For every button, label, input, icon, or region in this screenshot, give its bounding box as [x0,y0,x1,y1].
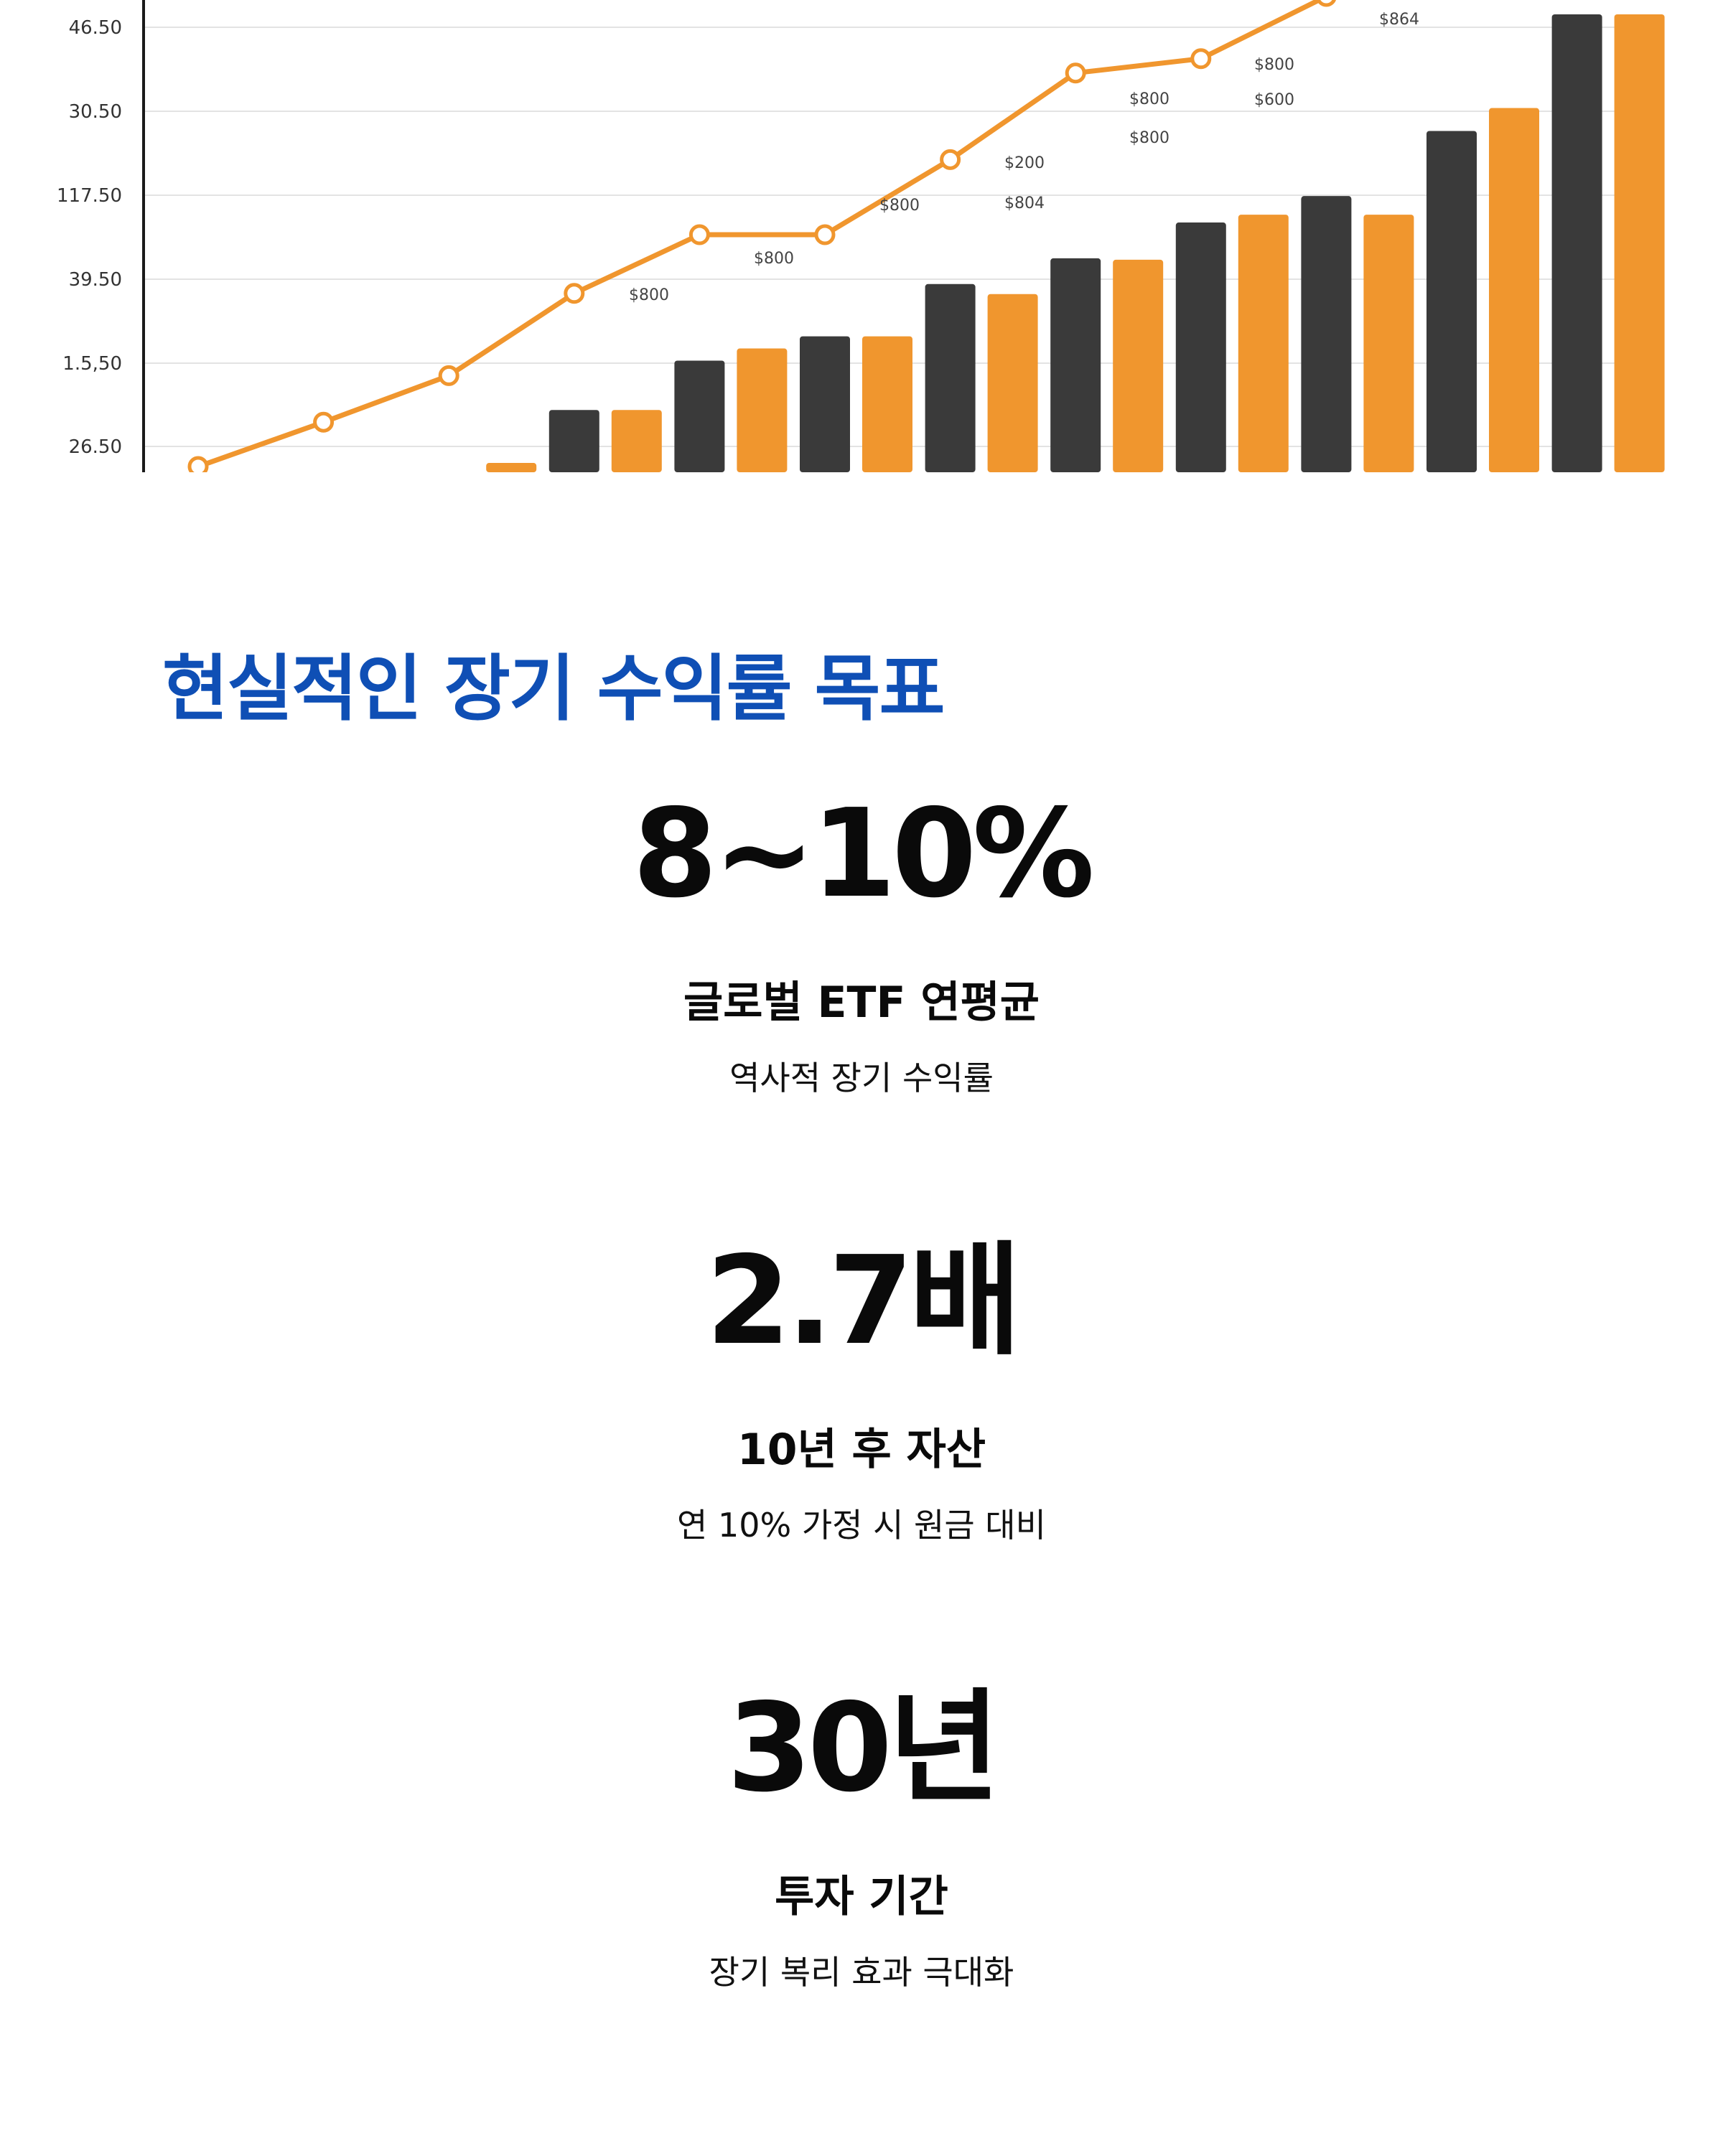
data-label: $800 [629,286,669,304]
data-label: $600 [1254,91,1294,109]
bar-orange [737,348,788,472]
y-tick-label: 26.50 [69,436,122,458]
bar-orange [862,336,912,472]
bar-dark [1301,196,1352,472]
line-point [1316,0,1337,7]
stat-block-period: 30년 투자 기간 장기 복리 효과 극대화 [0,1687,1723,1989]
bar-orange [486,463,537,472]
stat-value: 30년 [727,1677,1001,1819]
bar-dark [1551,14,1602,472]
bar-dark [925,283,976,472]
line-point [688,224,710,245]
y-tick-label: 46.50 [69,17,122,39]
bar-orange [1614,14,1665,472]
line-point [940,149,961,170]
line-point [1065,62,1086,84]
bar-dark [1175,222,1226,472]
stat-description: 연 10% 가정 시 원금 대비 [677,1506,1046,1545]
stat-label: 10년 후 자산 [737,1425,986,1475]
stat-label: 투자 기간 [775,1872,948,1922]
line-point [564,283,585,304]
line-point [814,224,836,245]
bar-orange [1113,259,1164,472]
data-label: $804 [1004,194,1045,212]
bar-orange [1363,215,1414,472]
data-label: $800 [754,250,794,268]
data-label: $800 [879,197,920,215]
y-tick-label: 39.50 [69,269,122,291]
data-label: $864 [1379,11,1419,29]
bar-dark [674,360,725,472]
bar-line-chart: 46.50 30.50 117.50 39.50 1.5,50 26.50 $800 $800… [57,0,1665,472]
stat-value: 2.7배 [706,1230,1022,1372]
page-title: 현실적인 장기 수익률 목표 [162,647,945,731]
chart-section: 46.50 30.50 117.50 39.50 1.5,50 26.50 $800 $800… [0,0,1723,472]
data-label: $800 [1129,129,1169,147]
data-label: $200 [1004,154,1045,172]
stat-description: 역사적 장기 수익률 [729,1059,994,1097]
bar-orange [611,410,662,472]
line-series [197,0,1325,469]
bar-orange [1238,215,1289,472]
line-point [187,456,209,472]
line-point [438,365,459,386]
bar-dark [1050,258,1101,472]
bar-orange [987,294,1038,472]
line-point [313,411,335,433]
bar-dark [800,336,850,472]
y-tick-label: 1.5,50 [62,353,122,375]
data-label: $800 [1129,90,1169,108]
stat-description: 장기 복리 효과 극대화 [709,1953,1014,1992]
bar-dark [548,410,599,472]
y-tick-label: 30.50 [69,101,122,123]
stat-value: 8~10% [632,783,1095,925]
stat-label: 글로벌 ETF 연평균 [683,978,1040,1028]
bar-dark [1427,131,1477,472]
bar-orange [1489,108,1539,472]
stat-block-return: 8~10% 글로벌 ETF 연평균 역사적 장기 수익률 [0,793,1723,1095]
data-label: $800 [1254,56,1294,74]
line-point [1190,48,1212,70]
y-tick-label: 117.50 [57,185,122,207]
stat-block-multiple: 2.7배 10년 후 자산 연 10% 가정 시 원금 대비 [0,1240,1723,1542]
